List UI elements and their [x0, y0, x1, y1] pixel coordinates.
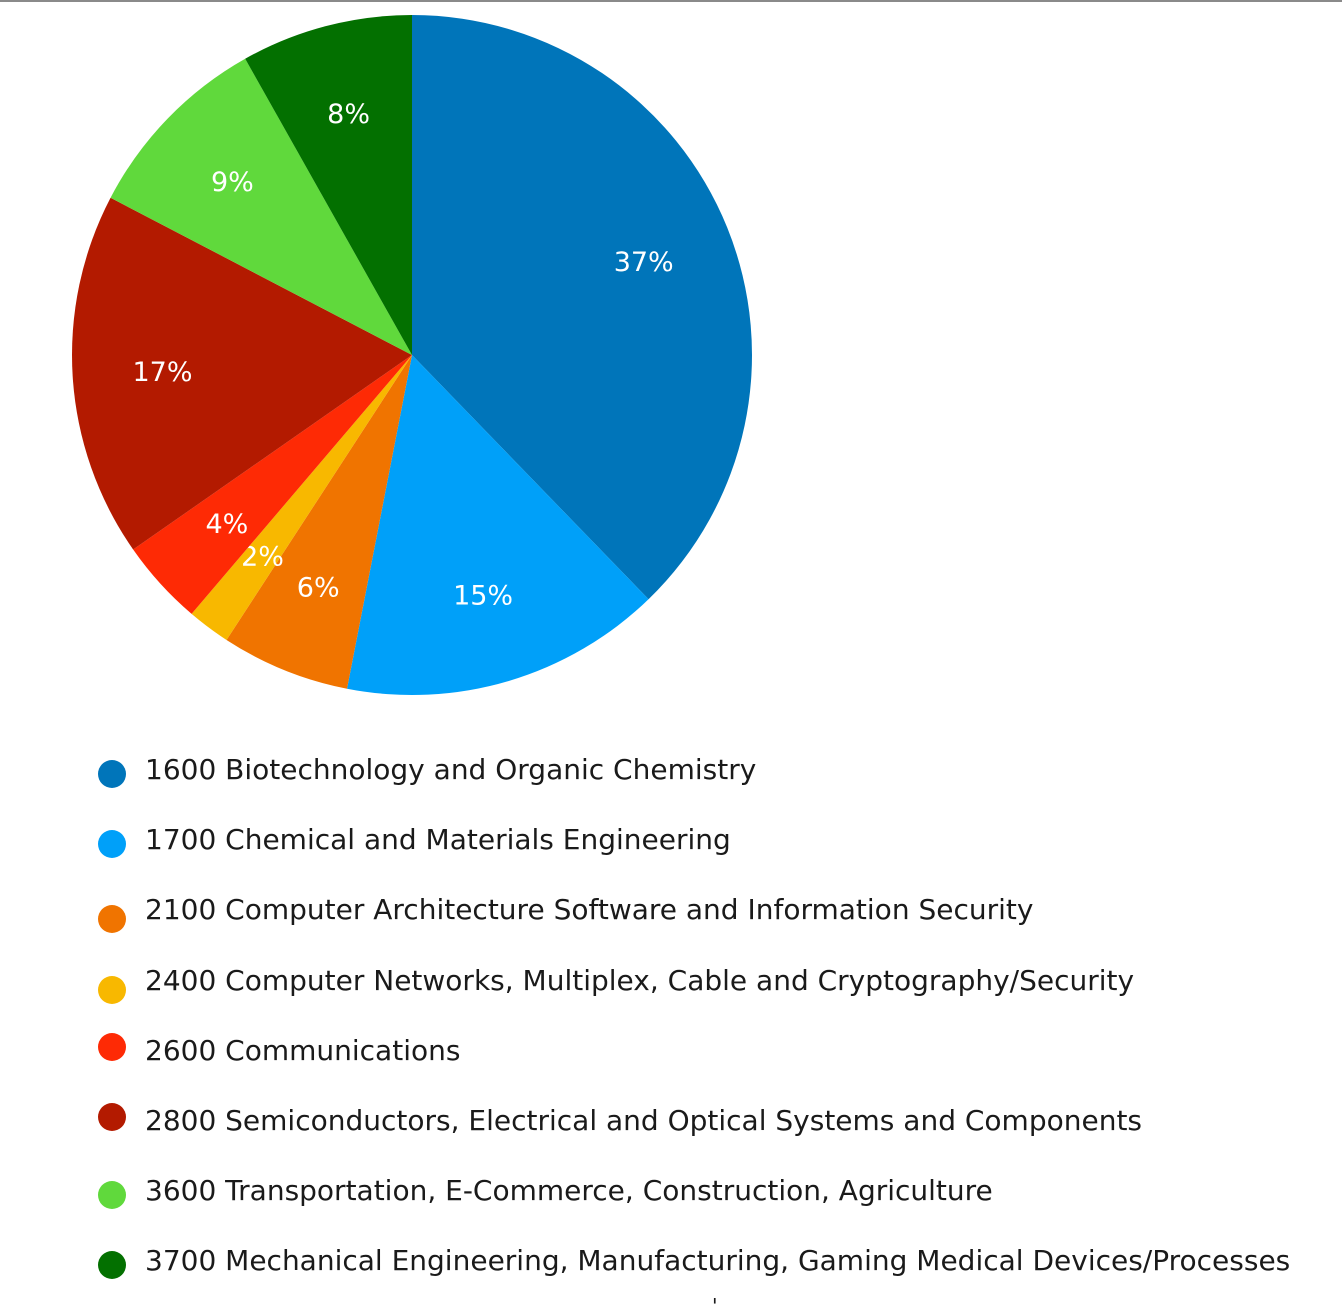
- chart-legend: 1600 Biotechnology and Organic Chemistry…: [98, 750, 1290, 1312]
- legend-label: 2400 Computer Networks, Multiplex, Cable…: [145, 963, 1135, 997]
- slice-data-label: 4%: [205, 509, 248, 540]
- pie-slice: [347, 355, 649, 695]
- legend-label: 2800 Semiconductors, Electrical and Opti…: [145, 1103, 1143, 1137]
- slice-data-label: 17%: [132, 357, 192, 388]
- legend-entry: 2800 Semiconductors, Electrical and Opti…: [98, 1101, 1290, 1171]
- pie-slice: [226, 355, 412, 689]
- slice-data-label: 6%: [297, 573, 340, 604]
- legend-entry: 2600 Communications: [98, 1031, 1290, 1101]
- legend-entry: 2100 Computer Architecture Software and …: [98, 890, 1290, 960]
- legend-swatch: [98, 1032, 126, 1061]
- legend-swatch: [98, 760, 126, 788]
- legend-label: 2100 Computer Architecture Software and …: [145, 893, 1034, 927]
- legend-label: 2600 Communications: [145, 1033, 461, 1067]
- legend-swatch: [98, 1181, 126, 1210]
- legend-entry: 1600 Biotechnology and Organic Chemistry: [98, 750, 1290, 820]
- pie-slice: [191, 355, 412, 640]
- legend-entry: 3700 Mechanical Engineering, Manufacturi…: [98, 1241, 1290, 1311]
- legend-entry: 1700 Chemical and Materials Engineering: [98, 820, 1290, 890]
- legend-label: 1600 Biotechnology and Organic Chemistry: [145, 753, 757, 786]
- legend-swatch: [98, 905, 126, 934]
- pie-slice: [72, 197, 413, 550]
- legend-label: 1700 Chemical and Materials Engineering: [145, 823, 731, 857]
- legend-swatch: [98, 830, 126, 859]
- slice-data-label: 8%: [327, 99, 370, 130]
- slice-data-label: 15%: [453, 581, 513, 612]
- pie-slice: [412, 15, 752, 600]
- legend-label: 3600 Transportation, E-Commerce, Constru…: [145, 1174, 993, 1208]
- slice-data-label: 37%: [614, 247, 674, 278]
- slice-data-label: 9%: [211, 167, 254, 198]
- legend-entry: 2400 Computer Networks, Multiplex, Cable…: [98, 961, 1290, 1031]
- legend-entry: 3600 Transportation, E-Commerce, Constru…: [98, 1171, 1290, 1241]
- legend-swatch: [98, 1102, 126, 1131]
- legend-swatch: [98, 975, 126, 1004]
- pie-slice: [245, 15, 412, 355]
- pie-slice: [133, 355, 412, 614]
- pie-chart: 37%15%6%2%4%17%9%8%: [72, 15, 752, 695]
- pie-slice: [110, 58, 412, 355]
- legend-swatch: [98, 1251, 126, 1280]
- legend-label: 3700 Mechanical Engineering, Manufacturi…: [145, 1244, 1291, 1278]
- stray-mark: ': [712, 1294, 718, 1312]
